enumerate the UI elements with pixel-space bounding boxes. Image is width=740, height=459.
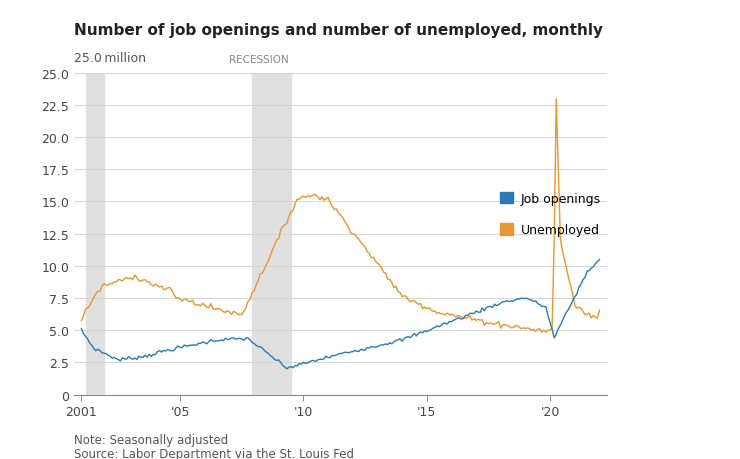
Bar: [252, 73, 291, 395]
Bar: [86, 73, 104, 395]
Text: 25.0 million: 25.0 million: [74, 52, 146, 65]
Text: Source: Labor Department via the St. Louis Fed: Source: Labor Department via the St. Lou…: [74, 447, 354, 459]
Legend: Job openings, Unemployed: Job openings, Unemployed: [500, 192, 601, 237]
Text: Note: Seasonally adjusted: Note: Seasonally adjusted: [74, 433, 228, 446]
Text: Number of job openings and number of unemployed, monthly: Number of job openings and number of une…: [74, 22, 603, 38]
Text: RECESSION: RECESSION: [229, 55, 289, 65]
